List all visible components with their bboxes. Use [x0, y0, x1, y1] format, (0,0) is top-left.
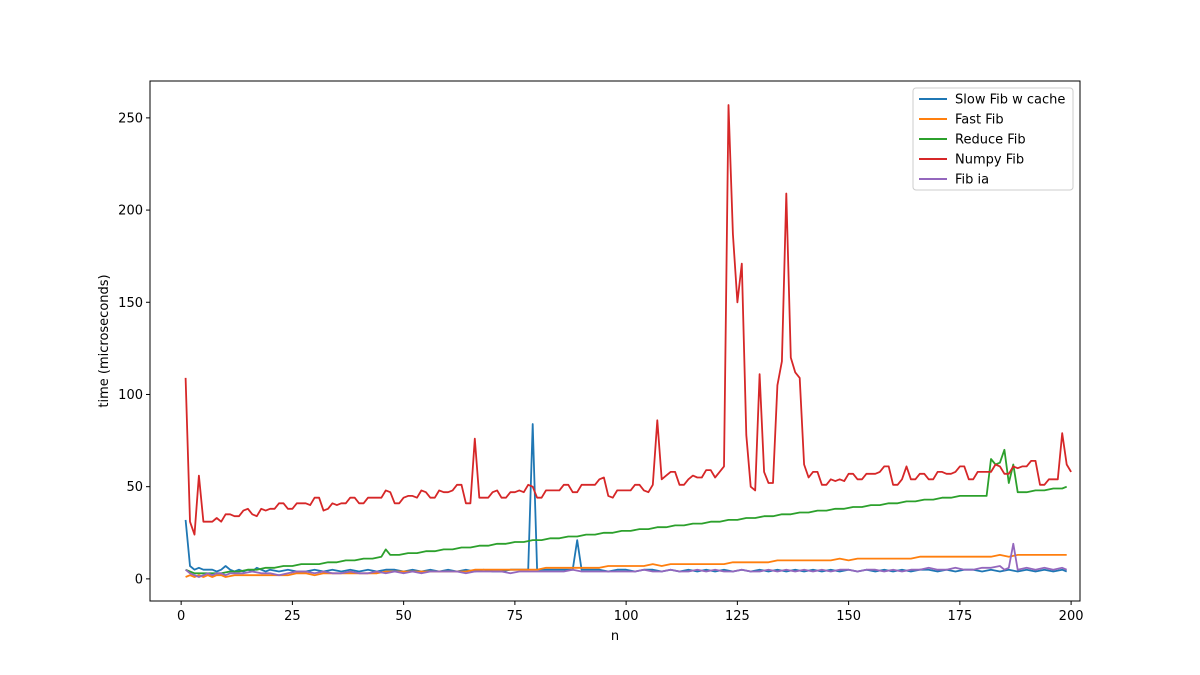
y-tick-label: 150	[118, 296, 143, 311]
x-axis-label: n	[611, 629, 619, 644]
series-line-3	[185, 448, 1068, 575]
plot-frame	[149, 80, 1081, 602]
x-tick-label: 50	[395, 609, 412, 624]
series-line-1	[184, 423, 1068, 573]
y-tick-label: 250	[118, 111, 143, 126]
y-axis-ticks: 0 50 100 150 200 250	[118, 111, 150, 587]
x-tick-label: 25	[284, 609, 301, 624]
x-tick-label: 125	[725, 609, 750, 624]
x-tick-label: 75	[507, 609, 524, 624]
series-line-5	[185, 542, 1068, 578]
y-tick-label: 200	[118, 204, 143, 219]
x-tick-label: 175	[947, 609, 972, 624]
legend-label-2: Fast Fib	[955, 113, 1004, 128]
x-axis-ticks: 0 25 50 75 100 125 150 175 200	[177, 601, 1084, 624]
series-line-2	[185, 554, 1067, 578]
legend-label-1: Slow Fib w cache	[955, 93, 1065, 108]
legend: Slow Fib w cache Fast Fib Reduce Fib Numpy …	[912, 87, 1074, 191]
legend-label-3: Reduce Fib	[955, 133, 1026, 148]
y-tick-label: 0	[135, 572, 143, 587]
y-tick-label: 100	[118, 388, 143, 403]
legend-box	[912, 87, 1074, 191]
x-tick-label: 150	[836, 609, 861, 624]
x-tick-label: 100	[614, 609, 639, 624]
x-tick-label: 0	[177, 609, 185, 624]
y-tick-label: 50	[126, 480, 143, 495]
y-axis-label: time (microseconds)	[97, 274, 112, 407]
legend-label-4: Numpy Fib	[955, 153, 1024, 168]
series-line-4	[184, 104, 1072, 536]
plot-series	[184, 104, 1072, 578]
legend-label-5: Fib ia	[955, 173, 989, 188]
x-tick-label: 200	[1059, 609, 1084, 624]
